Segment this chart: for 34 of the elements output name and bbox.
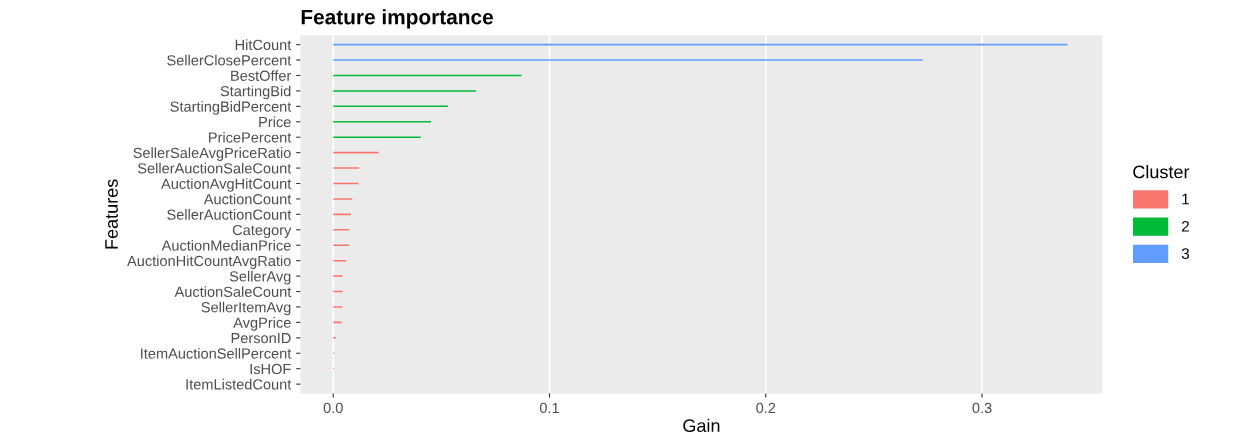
chart-title: Feature importance bbox=[301, 9, 493, 29]
x-tick-label: 0.0 bbox=[323, 402, 343, 414]
y-tick-label: StartingBidPercent bbox=[170, 101, 292, 115]
y-tick-label: AuctionMedianPrice bbox=[161, 239, 291, 251]
y-tick-label: HitCount bbox=[235, 39, 292, 51]
y-tick-label: Price bbox=[259, 116, 291, 128]
y-tick-label: PersonID bbox=[231, 333, 291, 344]
y-tick-label: SellerAuctionCount bbox=[167, 209, 292, 220]
y-tick-label: AuctionHitCountAvgRatio bbox=[127, 255, 291, 269]
y-tick-label: IsHOF bbox=[250, 363, 291, 375]
y-tick-label: Category bbox=[232, 224, 292, 239]
x-tick-label: 0.3 bbox=[972, 402, 992, 414]
legend-label: 3 bbox=[1181, 248, 1190, 260]
y-tick-label: StartingBid bbox=[220, 85, 291, 100]
legend-label: 2 bbox=[1181, 220, 1189, 232]
x-tick-label: 0.2 bbox=[756, 402, 776, 414]
y-tick-label: SellerItemAvg bbox=[201, 301, 291, 316]
y-tick-label: PricePercent bbox=[209, 131, 292, 143]
y-tick-label: AvgPrice bbox=[233, 317, 291, 331]
y-tick-label: SellerSaleAvgPriceRatio bbox=[133, 147, 291, 161]
legend-title: Cluster bbox=[1133, 165, 1190, 179]
y-tick-label: BestOffer bbox=[231, 70, 292, 81]
x-tick-label: 0.1 bbox=[539, 402, 559, 414]
y-tick-label: AuctionAvgHitCount bbox=[161, 178, 292, 192]
legend-label: 1 bbox=[1182, 193, 1189, 205]
y-tick-label: AuctionCount bbox=[203, 193, 292, 205]
y-tick-label: SellerAvg bbox=[229, 270, 291, 285]
y-tick-label: ItemListedCount bbox=[186, 378, 292, 390]
x-axis-title: Gain bbox=[683, 418, 720, 433]
y-tick-label: SellerClosePercent bbox=[167, 54, 292, 66]
y-tick-label: SellerAuctionSaleCount bbox=[137, 162, 292, 174]
y-tick-label: AuctionSaleCount bbox=[174, 286, 292, 297]
y-tick-label: ItemAuctionSellPercent bbox=[141, 347, 292, 359]
y-axis-title: Features bbox=[105, 179, 118, 249]
